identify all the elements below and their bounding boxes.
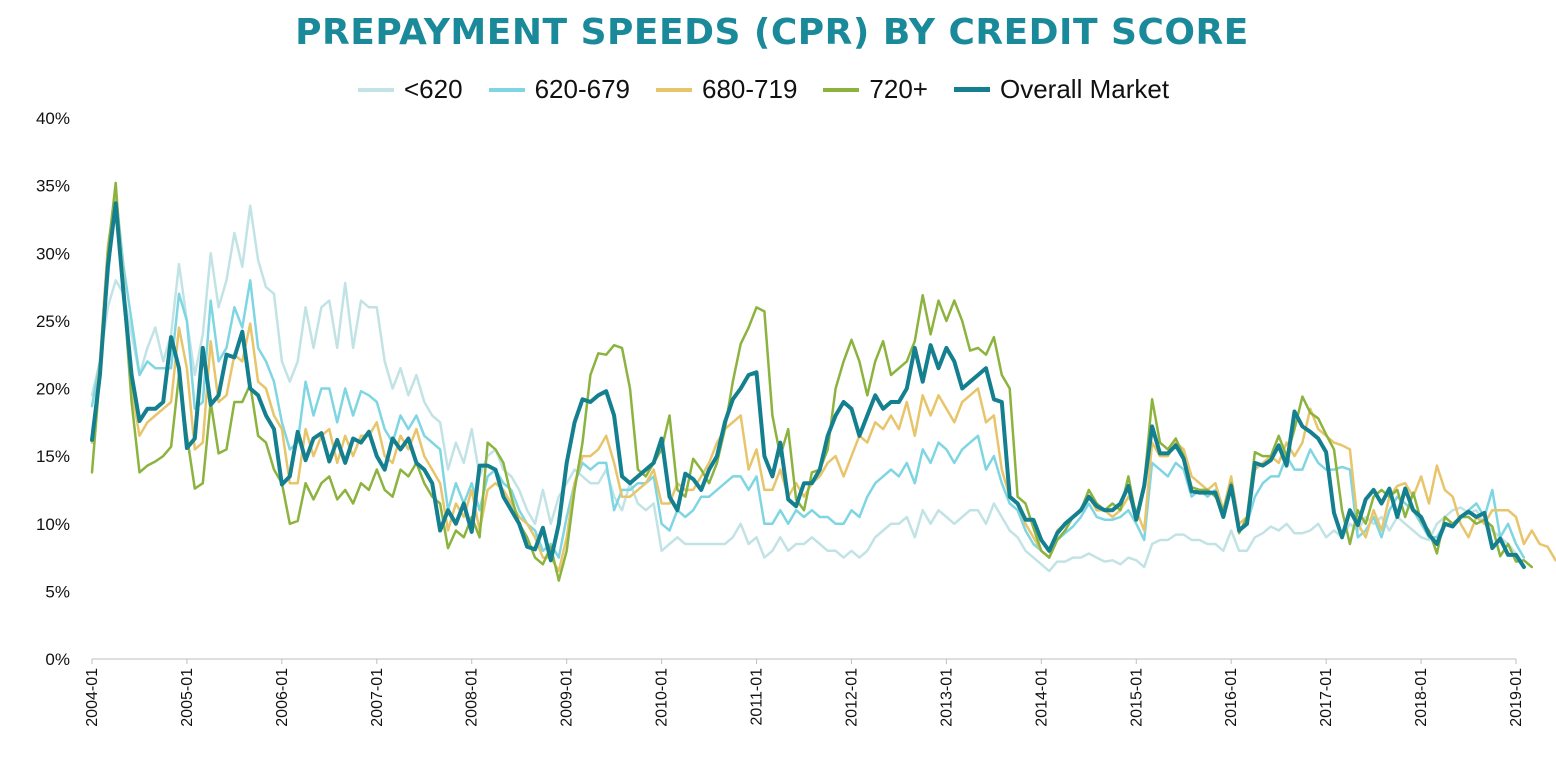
y-tick-label: 40% [36, 109, 70, 128]
legend-label-lt620: <620 [404, 74, 463, 104]
legend-swatch-overall-market [954, 87, 990, 92]
legend-label-overall-market: Overall Market [1000, 74, 1170, 104]
x-axis: 2004-01 2005-01 2006-01 2007-01 2008-01 2009-… [84, 658, 1525, 727]
legend-item-620-679: 620-679 [488, 74, 630, 105]
legend-item-720plus: 720+ [823, 74, 928, 105]
legend-swatch-620-679 [488, 87, 525, 92]
x-tick-label: 2017-01 [1318, 668, 1335, 727]
series-line-680-719 [90, 191, 1556, 573]
y-tick-label: 20% [36, 380, 70, 399]
legend-item-overall-market: Overall Market [954, 74, 1169, 105]
x-tick-label: 2004-01 [84, 668, 101, 727]
y-tick-label: 25% [36, 312, 70, 331]
legend-label-680-719: 680-719 [702, 74, 798, 104]
chart-title: PREPAYMENT SPEEDS (CPR) BY CREDIT SCORE [295, 12, 1249, 53]
x-tick-label: 2008-01 [464, 668, 481, 727]
x-tick-label: 2018-01 [1413, 668, 1430, 727]
legend-item-lt620: <620 [358, 74, 463, 105]
x-tick-label: 2012-01 [843, 668, 860, 727]
y-axis: 0% 5% 10% 15% 20% 25% 30% 35% 40% [36, 109, 70, 669]
x-tick-label: 2015-01 [1128, 668, 1145, 727]
legend-swatch-720plus [823, 87, 860, 92]
series-line-720 [90, 181, 1534, 582]
series-line-overall-market [90, 201, 1526, 569]
plot-lines [90, 181, 1556, 582]
legend-item-680-719: 680-719 [656, 74, 797, 105]
y-tick-label: 10% [36, 515, 70, 534]
y-tick-label: 15% [36, 447, 70, 466]
legend: <620 620-679 680-719 720+ Overall Market [358, 74, 1195, 105]
x-tick-label: 2019-01 [1508, 668, 1525, 727]
x-tick-label: 2010-01 [654, 668, 671, 727]
legend-label-620-679: 620-679 [534, 74, 630, 104]
y-tick-label: 0% [45, 650, 70, 669]
x-tick-label: 2013-01 [938, 668, 955, 727]
legend-swatch-680-719 [656, 87, 692, 92]
x-tick-label: 2007-01 [369, 668, 386, 727]
x-tick-label: 2014-01 [1033, 668, 1050, 727]
legend-swatch-lt620 [358, 87, 394, 92]
series-line-620-679 [90, 191, 1526, 559]
x-tick-label: 2006-01 [274, 668, 291, 727]
y-tick-label: 35% [36, 177, 70, 196]
y-tick-label: 30% [36, 244, 70, 263]
y-tick-label: 5% [45, 582, 70, 601]
series-line-620 [90, 204, 1518, 573]
x-tick-label: 2005-01 [179, 668, 196, 727]
legend-label-720plus: 720+ [869, 74, 928, 104]
x-tick-label: 2011-01 [749, 668, 766, 726]
x-tick-label: 2016-01 [1223, 668, 1240, 727]
x-tick-label: 2009-01 [559, 668, 576, 727]
